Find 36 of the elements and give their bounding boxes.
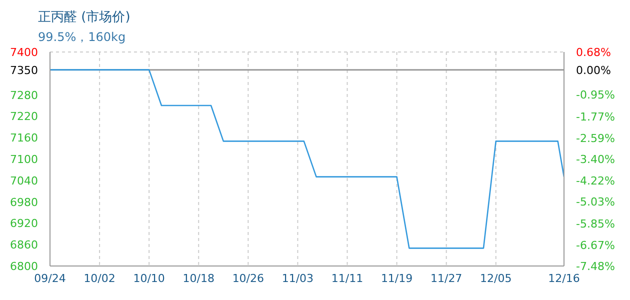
y-tick-label: 7160 xyxy=(10,132,38,145)
x-tick-label: 11/03 xyxy=(282,272,314,285)
x-tick-label: 10/18 xyxy=(182,272,214,285)
x-tick-label: 10/10 xyxy=(133,272,165,285)
y2-tick-label: -1.77% xyxy=(576,110,615,124)
y-tick-label: 7350 xyxy=(10,64,38,77)
x-tick-label: 11/19 xyxy=(380,272,413,285)
y-tick-label: 6860 xyxy=(10,238,38,252)
y2-tick-label: -4.22% xyxy=(576,174,615,188)
y2-tick-label: 0.68% xyxy=(576,46,611,59)
x-tick-label: 09/24 xyxy=(34,272,66,285)
y-tick-label: 7400 xyxy=(10,46,38,59)
y-tick-label: 7040 xyxy=(10,174,38,188)
y2-tick-label: -7.48% xyxy=(576,260,615,273)
y2-tick-label: 0.00% xyxy=(576,64,611,77)
x-tick-label: 10/26 xyxy=(232,272,264,285)
y-tick-label: 6920 xyxy=(10,217,38,230)
y2-tick-label: -5.03% xyxy=(576,196,615,209)
chart-title: 正丙醛 (市场价) xyxy=(38,9,132,27)
x-tick-label: 12/16 xyxy=(548,272,580,285)
y2-tick-label: -5.85% xyxy=(576,217,615,230)
y-tick-label: 7100 xyxy=(10,153,38,166)
line-series xyxy=(50,69,564,249)
y-tick-label: 6800 xyxy=(10,260,38,273)
x-tick-label: 10/02 xyxy=(84,272,116,285)
x-tick-label: 11/27 xyxy=(430,272,462,285)
y-tick-label: 6980 xyxy=(10,196,38,209)
y2-tick-label: -6.67% xyxy=(576,238,615,252)
y-tick-label: 7220 xyxy=(10,110,38,124)
chart-subtitle: 99.5%，160kg xyxy=(38,29,127,46)
y2-tick-label: -0.95% xyxy=(576,88,615,102)
y-tick-label: 7280 xyxy=(10,88,38,102)
y2-tick-label: -3.40% xyxy=(576,153,615,166)
x-tick-label: 11/11 xyxy=(331,272,364,285)
x-tick-label: 12/05 xyxy=(480,272,512,285)
y2-tick-label: -2.59% xyxy=(576,132,615,145)
